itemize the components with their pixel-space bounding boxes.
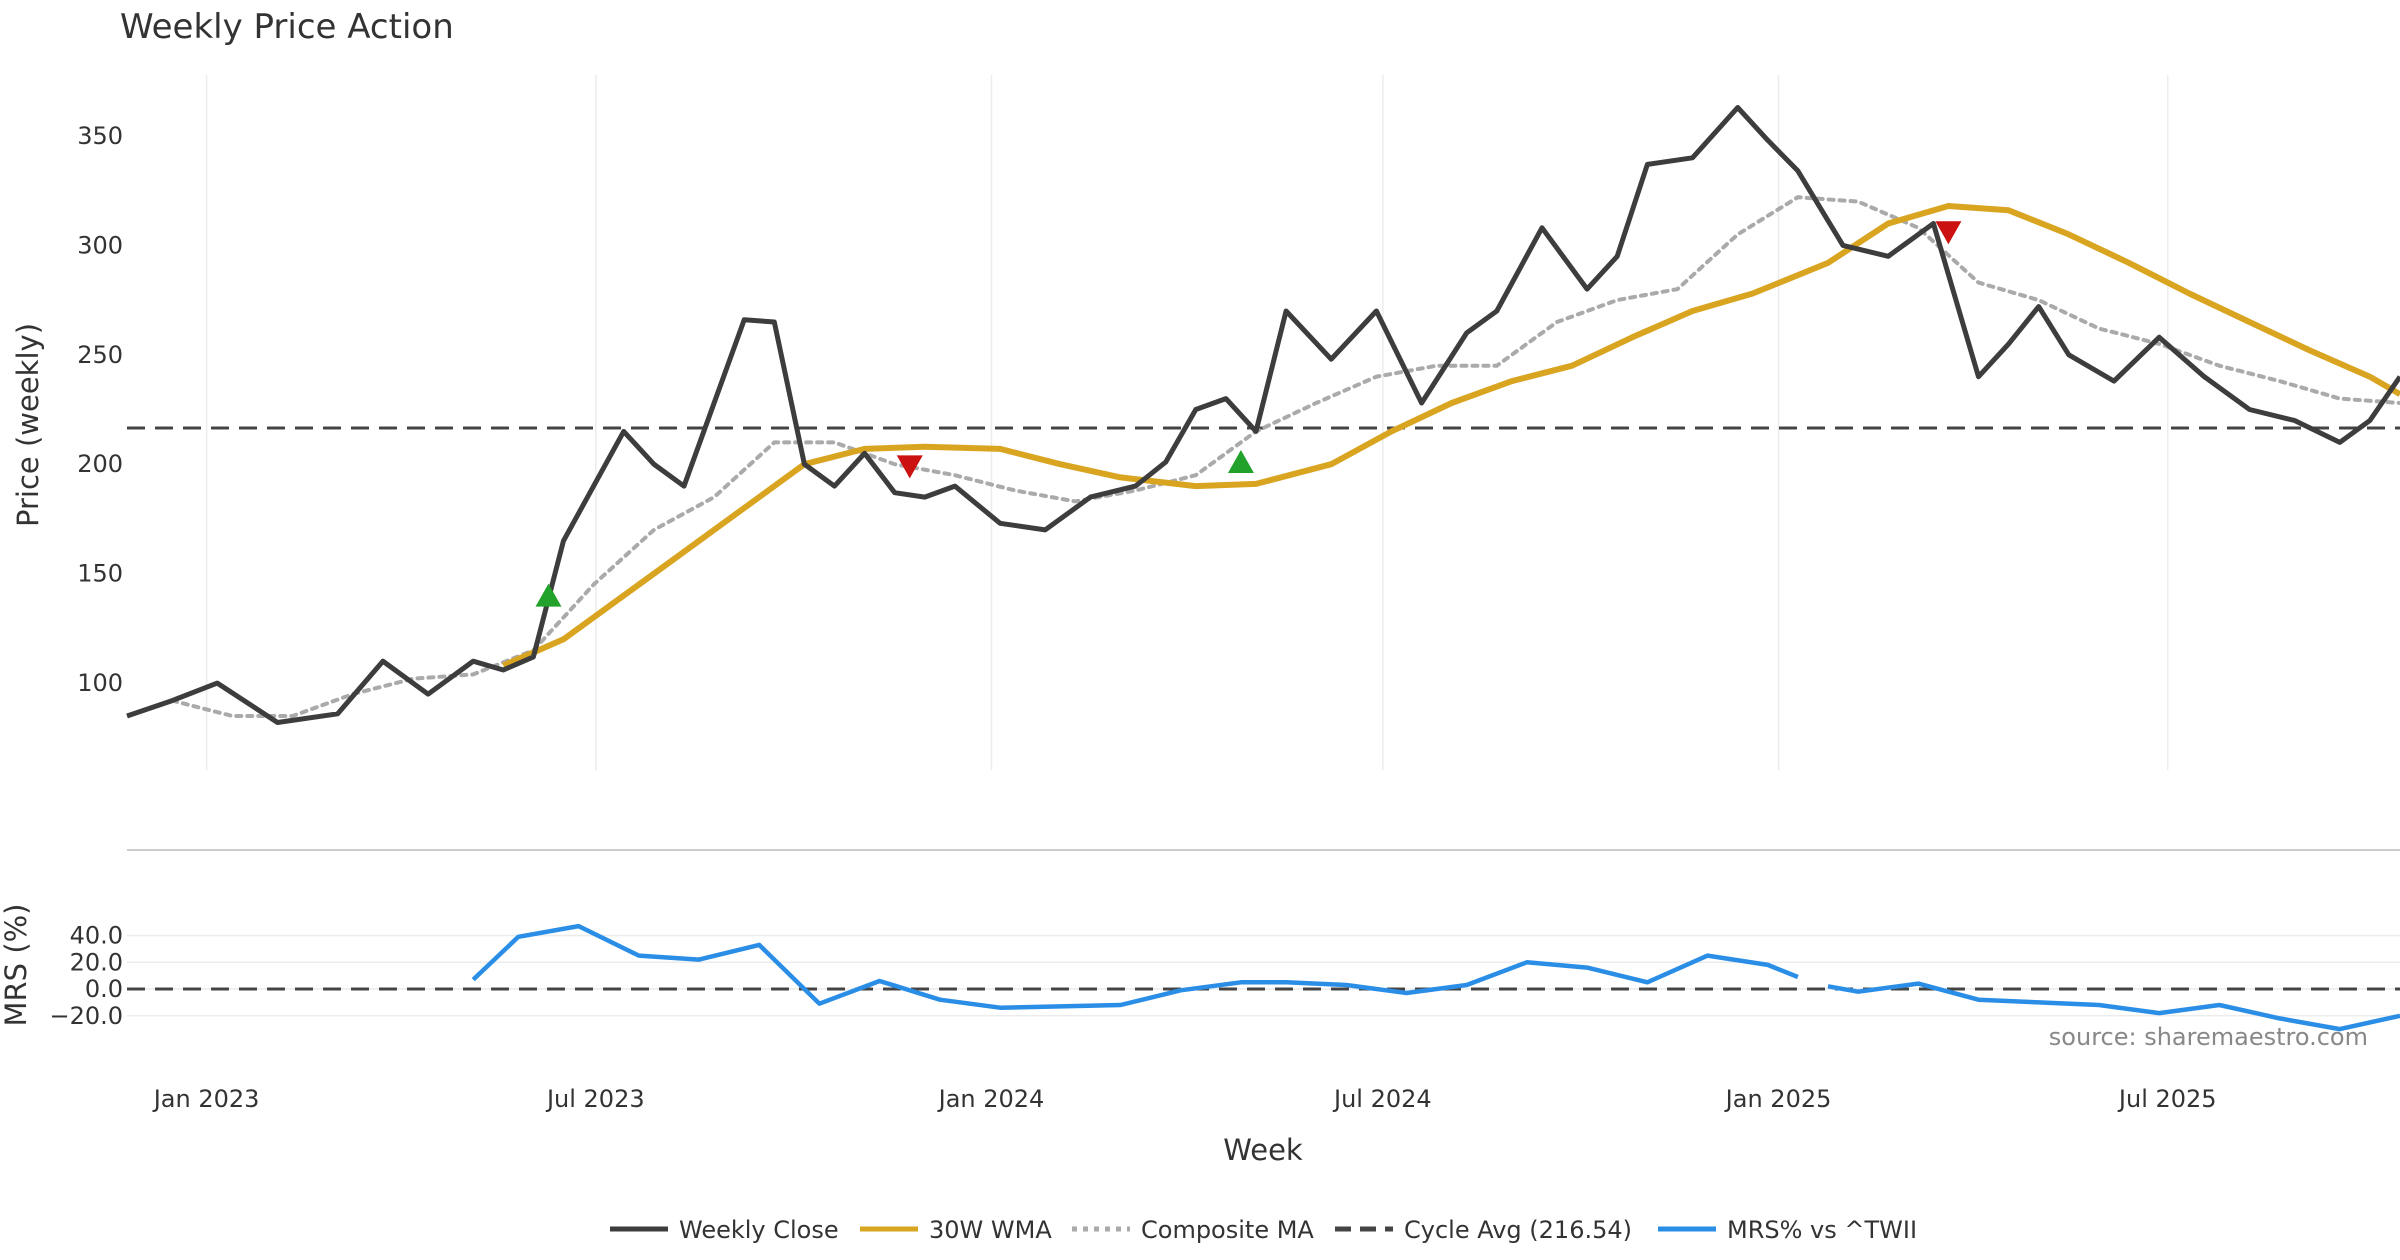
- weekly-close-line: [126, 105, 2400, 725]
- legend: Weekly Close 30W WMA Composite MA Cycle Avg…: [610, 1216, 1917, 1244]
- source-label: source: sharemaestro.com: [2049, 1023, 2368, 1051]
- mrs-panel: [127, 923, 2400, 1032]
- price-panel: [126, 105, 2400, 725]
- price-y-tick-label: 300: [77, 231, 123, 259]
- x-tick-label: Jul 2024: [1332, 1085, 1432, 1113]
- price-y-tick-label: 350: [77, 122, 123, 150]
- mrs-line: [471, 923, 1799, 1010]
- mrs-y-tick-label: 40.0: [70, 922, 123, 950]
- buy-marker: [1227, 450, 1254, 474]
- x-tick-label: Jan 2023: [152, 1085, 260, 1113]
- mrs-y-axis-title: MRS (%): [0, 904, 33, 1027]
- axis-layer: Weekly Price Action Price (weekly) MRS (…: [0, 7, 2368, 1167]
- buy-marker: [535, 583, 562, 607]
- x-tick-label: Jul 2023: [545, 1085, 645, 1113]
- x-tick-label: Jul 2025: [2117, 1085, 2217, 1113]
- mrs-y-tick-label: −20.0: [49, 1002, 123, 1030]
- mrs-line: [1827, 981, 2400, 1032]
- price-y-tick-label: 100: [77, 669, 123, 697]
- price-y-tick-label: 200: [77, 450, 123, 478]
- wma-30w-line: [502, 203, 2400, 669]
- x-tick-label: Jan 2024: [937, 1085, 1045, 1113]
- legend-label: 30W WMA: [929, 1216, 1052, 1244]
- legend-label: MRS% vs ^TWII: [1727, 1216, 1917, 1244]
- x-axis-title: Week: [1223, 1133, 1303, 1167]
- mrs-y-tick-label: 20.0: [70, 948, 123, 976]
- legend-label: Composite MA: [1141, 1216, 1314, 1244]
- mrs-y-tick-label: 0.0: [85, 975, 123, 1003]
- grid-layer: [127, 75, 2400, 1017]
- sell-marker: [1935, 221, 1962, 245]
- composite-ma-line: [170, 195, 2400, 718]
- sell-marker: [896, 455, 923, 479]
- price-y-tick-label: 250: [77, 341, 123, 369]
- legend-label: Weekly Close: [679, 1216, 839, 1244]
- x-tick-label: Jan 2025: [1724, 1085, 1832, 1113]
- price-y-tick-label: 150: [77, 560, 123, 588]
- chart-title: Weekly Price Action: [120, 7, 454, 47]
- price-y-axis-title: Price (weekly): [11, 323, 45, 527]
- legend-label: Cycle Avg (216.54): [1404, 1216, 1632, 1244]
